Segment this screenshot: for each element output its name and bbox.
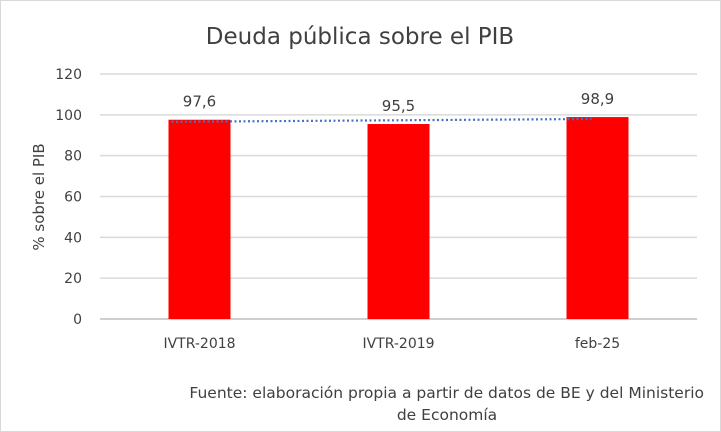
y-tick-label: 120 [55, 67, 82, 83]
data-label: 98,9 [581, 90, 614, 108]
y-tick-label: 100 [55, 108, 82, 124]
bar [566, 117, 629, 320]
bar [367, 124, 430, 319]
data-label: 95,5 [382, 97, 415, 115]
y-axis-label: % sobre el PIB [30, 143, 48, 250]
trendline [171, 117, 592, 123]
x-tick-label: IVTR-2019 [362, 336, 434, 352]
x-tick-label: IVTR-2018 [163, 336, 235, 352]
x-tick-label: feb-25 [575, 336, 620, 352]
y-tick-label: 0 [73, 312, 82, 328]
source-note-line1: Fuente: elaboración propia a partir de d… [189, 384, 704, 402]
source-note-line2: de Economía [397, 406, 497, 424]
y-tick-label: 60 [64, 190, 82, 206]
y-tick-label: 80 [64, 149, 82, 165]
data-label: 97,6 [183, 93, 216, 111]
bar [168, 119, 231, 319]
chart-title: Deuda pública sobre el PIB [206, 24, 514, 50]
y-tick-label: 40 [64, 230, 82, 246]
y-tick-label: 20 [64, 271, 82, 287]
